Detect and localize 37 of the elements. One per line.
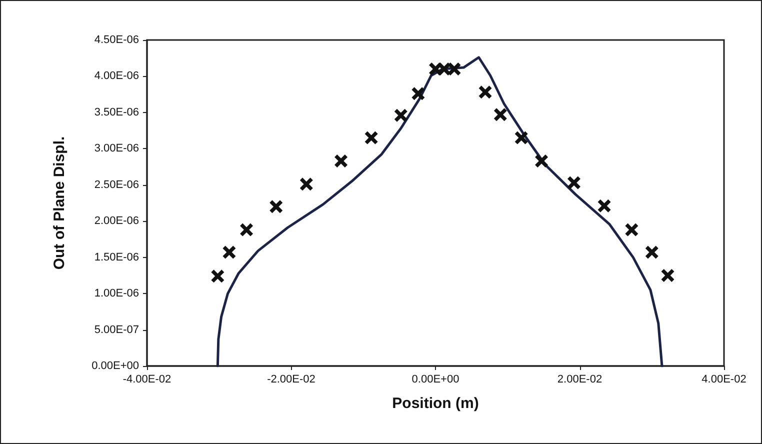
point — [448, 62, 461, 76]
point — [394, 108, 408, 122]
point — [661, 268, 674, 282]
x-tick-label: -2.00E-02 — [267, 374, 316, 386]
line-series — [216, 56, 664, 368]
x-tick-label: 2.00E-02 — [557, 374, 602, 386]
point — [240, 223, 254, 236]
point — [494, 108, 507, 122]
point — [334, 154, 348, 168]
y-tick-label: 4.50E-06 — [94, 34, 139, 46]
y-tick-label: 0.00E+00 — [92, 360, 139, 372]
y-tick-label: 2.50E-06 — [94, 178, 139, 191]
x-tick-label: 0.00E+00 — [412, 374, 460, 386]
point — [364, 131, 378, 144]
point — [300, 178, 313, 191]
point — [645, 246, 658, 259]
point — [514, 131, 528, 144]
y-tick-label: 4.00E-06 — [94, 70, 139, 82]
y-axis-title: Out of Plane Displ. — [51, 136, 68, 270]
y-tick-label: 5.00E-07 — [94, 324, 139, 336]
point — [567, 176, 580, 190]
x-axis-title: Position (m) — [392, 395, 479, 412]
y-tick-label: 3.50E-06 — [94, 106, 139, 118]
point — [222, 246, 236, 259]
y-tick-label: 2.00E-06 — [94, 215, 139, 228]
x-tick-label: 4.00E-02 — [702, 374, 746, 386]
x-tick-label: -4.00E-02 — [122, 374, 172, 386]
y-tick-label: 1.00E-06 — [94, 288, 139, 300]
point — [535, 154, 548, 168]
point — [598, 199, 611, 212]
point — [412, 87, 425, 100]
point — [270, 200, 283, 214]
point — [625, 223, 638, 236]
y-tick-label: 1.50E-06 — [94, 251, 139, 264]
point — [211, 270, 224, 283]
point — [478, 86, 492, 99]
y-tick-label: 3.00E-06 — [94, 142, 139, 155]
